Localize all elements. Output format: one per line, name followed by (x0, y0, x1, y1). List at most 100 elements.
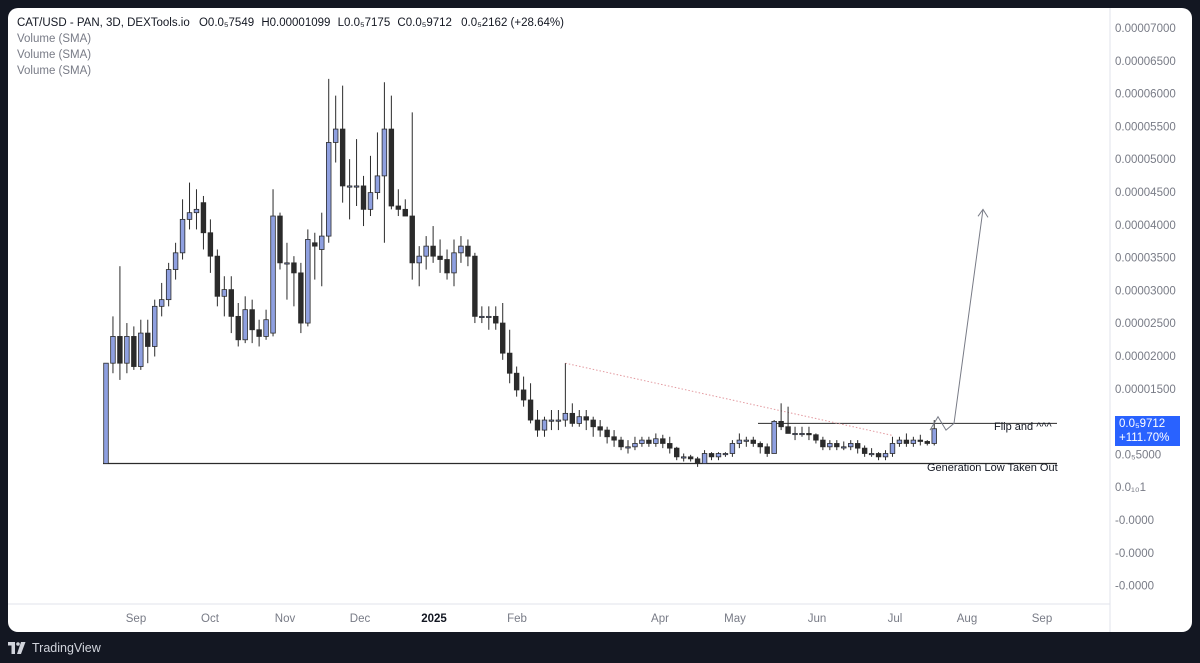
tradingview-logo-icon (8, 642, 26, 654)
candle-up (305, 239, 311, 324)
candle-down (228, 289, 234, 317)
price-tick: 0.00007000 (1115, 23, 1176, 35)
candle-down (277, 215, 283, 264)
candle-up (353, 185, 360, 188)
candle-down (764, 446, 770, 454)
candle-down (590, 419, 596, 428)
candle-up (680, 456, 687, 459)
price-tick: 0.00002500 (1115, 318, 1176, 330)
candle-down (917, 439, 924, 442)
candle-down (437, 255, 443, 260)
candle-up (882, 453, 889, 458)
price-tick: 0.00005000 (1115, 154, 1176, 166)
indicator-volume-2[interactable]: Volume (SMA) (17, 49, 92, 61)
price-tick: 0.00006000 (1115, 89, 1176, 101)
candle-up (152, 305, 158, 347)
candle-down (854, 443, 861, 449)
candle-up (367, 192, 374, 210)
last-price-tag: 0.0₅9712 +111.70% (1115, 416, 1180, 446)
candle-up (486, 315, 492, 318)
close-value: 0.0₅9712 (405, 17, 452, 29)
candle-down (778, 420, 784, 428)
candle-down (534, 419, 541, 431)
candle-down (820, 439, 826, 448)
chart-header: CAT/USD - PAN, 3D, DEXTools.io O0.0₅7549… (17, 17, 564, 29)
candle-up (381, 128, 388, 177)
candle-up (827, 443, 833, 448)
candle-down (214, 255, 221, 297)
chart-canvas[interactable]: 0.00007000 0.00006500 0.00006000 0.00005500… (8, 8, 1192, 632)
candle-down (131, 336, 137, 367)
candle-down (611, 436, 617, 441)
candle-down (667, 443, 673, 449)
candle-up (172, 252, 179, 270)
brand-name: TradingView (32, 641, 101, 655)
indicator-volume-1[interactable]: Volume (SMA) (17, 33, 92, 45)
candle-down (660, 438, 666, 444)
candle-up (124, 336, 130, 364)
candle-down (291, 262, 297, 274)
candle-down (750, 439, 756, 444)
candle-down (813, 434, 819, 441)
candle-down (444, 259, 450, 274)
candle-up (576, 416, 582, 424)
candle-up (346, 185, 353, 188)
open-value: 0.0₅7549 (207, 17, 255, 29)
time-tick: Oct (201, 613, 220, 625)
last-price-change: +111.70% (1119, 432, 1170, 444)
candle-down (207, 232, 214, 257)
candle-up (715, 453, 722, 458)
open-label: O (198, 17, 208, 29)
candle-up (541, 419, 548, 431)
candles (103, 78, 937, 467)
candle-up (910, 439, 917, 444)
candle-down (861, 447, 868, 454)
indicator-volume-3[interactable]: Volume (SMA) (17, 65, 92, 77)
low-value: 0.0₅7175 (344, 17, 391, 29)
candle-down (200, 202, 207, 234)
time-tick: Sep (1032, 613, 1052, 625)
time-tick: 2025 (421, 613, 447, 625)
candle-up (451, 252, 457, 274)
candle-up (848, 443, 854, 448)
candle-down (708, 453, 715, 458)
candle-down (785, 426, 791, 434)
candle-up (868, 453, 875, 456)
price-tick: 0.00006500 (1115, 56, 1176, 68)
chart-panel[interactable]: 0.00007000 0.00006500 0.00006000 0.00005500… (8, 8, 1192, 632)
candle-up (792, 433, 798, 436)
candle-up (479, 315, 485, 318)
candle-up (625, 446, 631, 449)
candle-down (388, 128, 395, 207)
price-tick: 0.0₁₀1 (1115, 482, 1146, 494)
candle-down (312, 242, 318, 247)
candle-down (604, 429, 610, 438)
candle-up (423, 245, 429, 257)
candle-up (158, 299, 165, 307)
price-tick: -0.0000 (1115, 581, 1154, 593)
candle-up (319, 235, 325, 250)
dotted-trendline (565, 362, 893, 436)
projection-path (929, 208, 989, 431)
candle-down (235, 315, 241, 341)
symbol-title[interactable]: CAT/USD - PAN, 3D, DEXTools.io (17, 17, 190, 29)
price-axis: 0.00007000 0.00006500 0.00006000 0.00005500… (1115, 23, 1176, 593)
high-label: H (261, 17, 270, 29)
time-tick: Jun (808, 613, 827, 625)
candle-up (889, 443, 896, 454)
candle-up (374, 175, 381, 194)
candle-up (555, 419, 562, 422)
brand-footer[interactable]: TradingView (8, 640, 101, 656)
annotation-flip: Flip and ^^^ (994, 421, 1053, 433)
price-tick: 0.00004000 (1115, 220, 1176, 232)
projection-arrowhead (977, 208, 989, 218)
candle-up (332, 128, 339, 143)
time-tick: Sep (126, 613, 146, 625)
candle-up (193, 208, 200, 214)
candle-down (806, 433, 812, 436)
candle-up (263, 319, 269, 337)
time-axis: Sep Oct Nov Dec 2025 Feb Apr May Jun Jul Aug Sep (126, 613, 1052, 625)
price-tick: -0.0000 (1115, 515, 1154, 527)
candle-up (729, 443, 736, 454)
